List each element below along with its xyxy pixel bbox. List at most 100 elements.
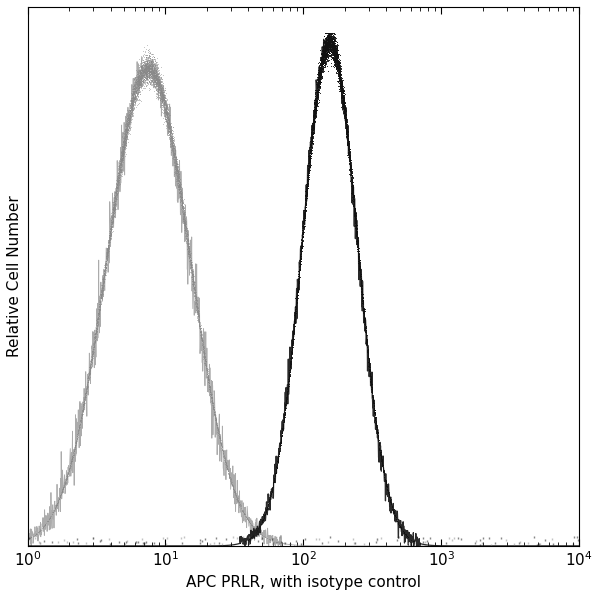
- Point: [149, 60, 159, 69]
- Point: [349, 200, 358, 210]
- Point: [126, 122, 136, 131]
- Point: [123, 124, 133, 134]
- Point: [186, 263, 196, 272]
- Point: [304, 156, 314, 165]
- Point: [183, 242, 193, 252]
- Point: [143, 66, 152, 76]
- Point: [280, 412, 289, 421]
- Point: [181, 227, 190, 236]
- Point: [312, 97, 322, 106]
- Point: [322, 45, 331, 54]
- Point: [142, 67, 152, 77]
- Point: [175, 179, 185, 188]
- Point: [289, 325, 298, 335]
- Point: [152, 67, 162, 76]
- Point: [179, 205, 188, 214]
- Point: [355, 257, 364, 267]
- Point: [346, 170, 355, 179]
- Point: [332, 63, 342, 73]
- Point: [151, 79, 160, 88]
- Point: [148, 73, 157, 83]
- Point: [332, 42, 342, 52]
- Point: [353, 244, 363, 254]
- Point: [359, 314, 369, 324]
- Point: [324, 28, 334, 38]
- Point: [145, 60, 155, 70]
- Point: [344, 154, 354, 164]
- Point: [130, 91, 140, 100]
- Point: [340, 111, 350, 121]
- Point: [329, 45, 339, 54]
- Point: [181, 223, 191, 232]
- Point: [90, 332, 100, 341]
- Point: [154, 75, 163, 85]
- Point: [340, 103, 350, 112]
- Point: [394, 519, 403, 528]
- Point: [295, 257, 304, 266]
- Point: [328, 41, 338, 51]
- Point: [172, 171, 182, 181]
- Point: [343, 139, 352, 149]
- Point: [168, 140, 178, 150]
- Point: [332, 42, 341, 52]
- Point: [130, 79, 139, 89]
- Point: [157, 83, 167, 93]
- Point: [207, 396, 217, 405]
- Point: [143, 52, 153, 61]
- Point: [206, 393, 216, 403]
- Point: [133, 76, 143, 85]
- Point: [141, 53, 151, 62]
- Point: [344, 146, 354, 155]
- Point: [310, 100, 320, 109]
- Point: [280, 413, 289, 423]
- Point: [379, 469, 389, 478]
- Point: [169, 145, 179, 155]
- Point: [146, 75, 156, 85]
- Point: [35, 526, 44, 536]
- Point: [319, 37, 329, 47]
- Point: [349, 199, 358, 209]
- Point: [325, 30, 334, 40]
- Point: [352, 223, 362, 232]
- Point: [94, 309, 103, 319]
- Point: [161, 99, 171, 109]
- Point: [301, 195, 311, 204]
- Point: [127, 94, 137, 104]
- Point: [313, 88, 323, 97]
- Point: [119, 146, 129, 156]
- Point: [286, 359, 295, 368]
- Point: [328, 49, 338, 59]
- Point: [332, 58, 342, 67]
- Point: [278, 423, 287, 433]
- Point: [122, 121, 131, 131]
- Point: [331, 55, 341, 64]
- Point: [304, 161, 314, 171]
- Point: [116, 147, 126, 156]
- Point: [316, 60, 325, 70]
- Point: [169, 146, 178, 156]
- Point: [161, 101, 171, 110]
- Point: [87, 350, 97, 359]
- Point: [154, 78, 164, 87]
- Point: [123, 110, 133, 120]
- Point: [301, 195, 311, 205]
- Point: [208, 398, 218, 408]
- Point: [341, 106, 350, 116]
- Point: [323, 34, 333, 44]
- Point: [150, 55, 160, 64]
- Point: [196, 324, 205, 334]
- Point: [308, 121, 317, 130]
- Point: [321, 36, 331, 45]
- Point: [89, 344, 98, 354]
- Point: [68, 453, 77, 463]
- Point: [136, 73, 146, 82]
- Point: [142, 75, 152, 84]
- Point: [119, 137, 128, 147]
- Point: [119, 143, 129, 152]
- Point: [130, 86, 139, 96]
- Point: [327, 36, 337, 45]
- Point: [166, 118, 176, 128]
- Point: [97, 290, 107, 300]
- Point: [287, 347, 296, 357]
- Point: [370, 403, 379, 413]
